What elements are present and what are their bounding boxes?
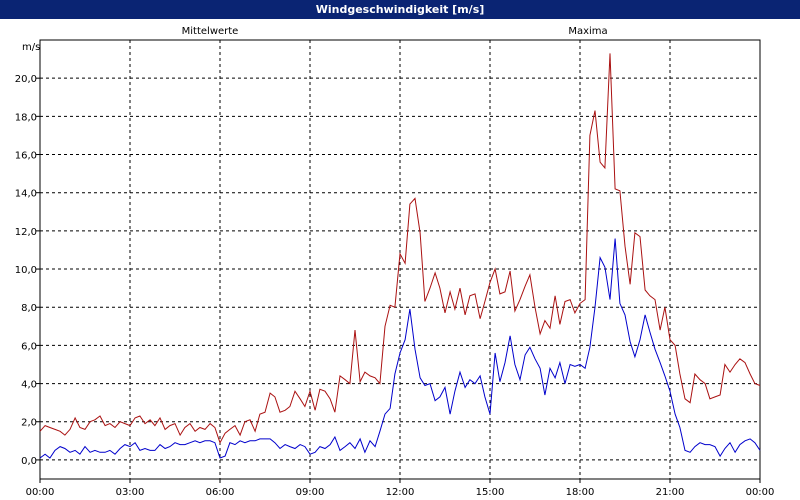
y-tick-label: 16,0 xyxy=(15,151,37,162)
x-tick-time-label: 09:00 xyxy=(296,487,325,498)
x-tick-time-label: 21:00 xyxy=(656,487,685,498)
y-tick-label: 20,0 xyxy=(15,74,37,85)
y-tick-label: 10,0 xyxy=(15,265,37,276)
legend-mean-label: Mittelwerte xyxy=(182,26,239,37)
x-tick-time-label: 00:00 xyxy=(746,487,775,498)
y-tick-label: 6,0 xyxy=(21,341,37,352)
y-axis-ticks: 0,0 2,0 4,0 6,0 8,0 10,0 12,0 14,0 16,0 18,0 20,0 xyxy=(15,74,40,467)
chart-title: Windgeschwindigkeit [m/s] xyxy=(0,0,800,19)
y-tick-label: 8,0 xyxy=(21,303,37,314)
x-tick-time-label: 00:00 xyxy=(26,487,55,498)
y-tick-label: 12,0 xyxy=(15,227,37,238)
series-line-mittelwerte xyxy=(39,238,761,459)
y-tick-label: 0,0 xyxy=(21,456,37,467)
y-tick-label: 2,0 xyxy=(21,418,37,429)
x-tick-time-label: 06:00 xyxy=(206,487,235,498)
wind-speed-chart: 0,02,04,06,08,010,012,014,016,018,020,0 … xyxy=(15,26,775,498)
x-tick-time-label: 18:00 xyxy=(566,487,595,498)
legend-max-label: Maxima xyxy=(568,26,607,37)
y-tick-label: 4,0 xyxy=(21,380,37,391)
x-tick-time-label: 03:00 xyxy=(116,487,145,498)
y-tick-label: 14,0 xyxy=(15,189,37,200)
x-tick-time-label: 12:00 xyxy=(386,487,415,498)
x-tick-time-label: 15:00 xyxy=(476,487,505,498)
grid-lines xyxy=(40,40,760,479)
y-tick-label: 18,0 xyxy=(15,112,37,123)
y-axis-label: m/s xyxy=(22,42,40,53)
series-lines xyxy=(39,53,761,459)
x-axis-ticks: 00:0024.04.1903:0024.04.1906:0024.04.190… xyxy=(26,479,775,498)
series-line-maxima xyxy=(39,53,761,444)
